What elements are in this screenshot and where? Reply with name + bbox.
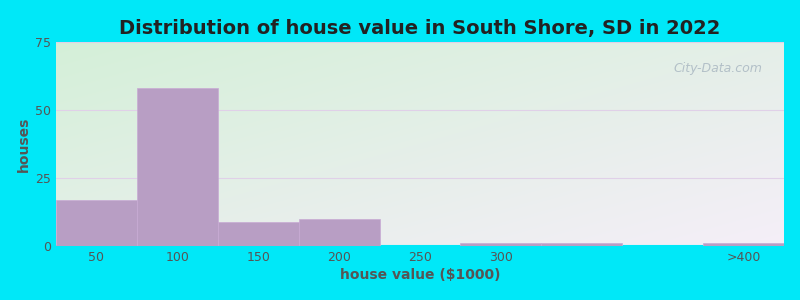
Bar: [56, 200, 137, 246]
Bar: [218, 221, 298, 246]
Bar: [703, 243, 784, 246]
Y-axis label: houses: houses: [17, 116, 31, 172]
Title: Distribution of house value in South Shore, SD in 2022: Distribution of house value in South Sho…: [119, 19, 721, 38]
Text: City-Data.com: City-Data.com: [674, 62, 762, 75]
Bar: [137, 88, 218, 246]
Bar: [542, 243, 622, 246]
X-axis label: house value ($1000): house value ($1000): [340, 268, 500, 282]
Bar: [461, 243, 542, 246]
Bar: [298, 219, 379, 246]
